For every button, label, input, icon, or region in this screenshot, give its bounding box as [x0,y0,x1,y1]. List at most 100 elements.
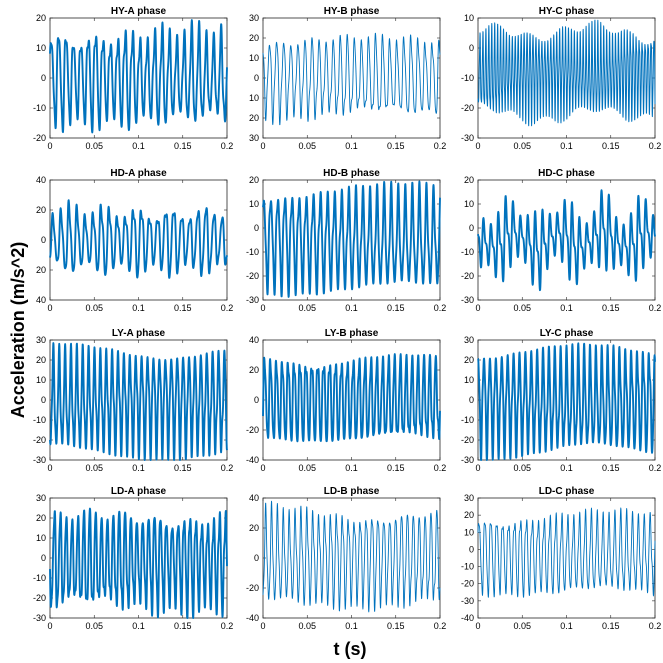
x-tick-label: 0.2 [434,621,447,631]
x-tick-label: 0.1 [345,303,358,313]
y-tick-label: 20 [464,510,474,520]
y-tick-label: 0 [469,395,474,405]
y-tick-label: 20 [36,205,46,215]
y-tick-label: -10 [33,415,46,425]
y-tick-label: 40 [36,175,46,185]
y-tick-label: 10 [36,43,46,53]
x-tick-label: 0.15 [174,621,192,631]
y-tick-label: -20 [33,593,46,603]
y-tick-label: 30 [464,493,474,503]
signal-line [262,180,441,298]
signal-line [49,507,228,619]
x-tick-label: 0.15 [602,463,620,473]
x-tick-label: 0.05 [85,303,103,313]
y-tick-label: 0 [469,544,474,554]
x-tick-label: 0.1 [560,141,573,151]
x-tick-label: 0.15 [602,621,620,631]
x-tick-label: 0 [475,303,480,313]
signal-line [477,19,656,127]
y-tick-label: -20 [461,579,474,589]
x-tick-label: 0 [47,463,52,473]
x-tick-label: 0.2 [221,463,234,473]
x-tick-label: 0.15 [387,463,405,473]
signal-line [477,507,656,598]
y-tick-label: 10 [36,375,46,385]
x-tick-label: 0.15 [174,303,192,313]
y-tick-label: -10 [461,73,474,83]
x-tick-label: 0.2 [221,621,234,631]
signal-line [262,353,441,443]
x-tick-label: 0 [47,141,52,151]
x-tick-label: 0.05 [85,141,103,151]
x-tick-label: 0.15 [174,463,192,473]
y-tick-label: 10 [464,199,474,209]
y-tick-label: -20 [246,583,259,593]
y-tick-label: -20 [246,425,259,435]
panel-title: LY-C phase [540,328,594,339]
y-tick-label: 10 [249,53,259,63]
x-tick-label: 0.1 [132,621,145,631]
panel-title: LD-A phase [111,486,167,497]
y-tick-label: 30 [464,335,474,345]
y-tick-label: -30 [33,613,46,623]
y-tick-label: 40 [249,335,259,345]
panel-title: LY-B phase [325,328,379,339]
x-tick-label: 0.05 [298,463,316,473]
y-tick-label: 20 [249,113,259,123]
y-tick-label: -30 [461,596,474,606]
x-tick-label: 0.05 [298,303,316,313]
y-tick-label: -40 [246,455,259,465]
y-tick-label: -20 [33,435,46,445]
axes-frame [262,17,441,139]
x-tick-label: 0.05 [513,621,531,631]
y-tick-label: 0 [254,73,259,83]
y-tick-label: -10 [246,247,259,257]
y-tick-label: 0 [41,73,46,83]
x-tick-label: 0.05 [85,621,103,631]
x-tick-label: 0.2 [649,141,662,151]
y-tick-label: 30 [249,13,259,23]
y-tick-label: 20 [249,175,259,185]
x-tick-label: 0 [260,621,265,631]
y-tick-label: 0 [41,235,46,245]
x-tick-label: 0.15 [387,303,405,313]
y-tick-label: 10 [464,375,474,385]
x-tick-label: 0.1 [560,463,573,473]
x-tick-label: 0.05 [298,141,316,151]
y-tick-label: 20 [249,365,259,375]
x-tick-label: 0.2 [434,141,447,151]
y-tick-label: -20 [246,271,259,281]
x-tick-label: 0.1 [345,141,358,151]
x-tick-label: 0 [475,621,480,631]
x-tick-label: 0.05 [85,463,103,473]
y-tick-label: -10 [461,247,474,257]
y-tick-label: 40 [249,493,259,503]
x-tick-label: 0.2 [434,303,447,313]
x-tick-label: 0 [260,141,265,151]
signal-line [49,199,228,279]
y-tick-label: 20 [36,513,46,523]
x-tick-label: 0.05 [513,463,531,473]
signal-line [262,500,441,613]
x-tick-label: 0.1 [560,303,573,313]
y-tick-label: -40 [461,613,474,623]
panel-title: HY-B phase [324,6,380,17]
y-tick-label: -20 [461,103,474,113]
y-tick-label: -20 [461,271,474,281]
y-tick-label: 0 [254,553,259,563]
y-tick-label: 10 [249,93,259,103]
x-tick-label: 0 [47,621,52,631]
y-tick-label: 30 [249,133,259,143]
signal-line [477,189,656,292]
x-tick-label: 0.2 [221,303,234,313]
x-tick-label: 0.05 [513,141,531,151]
x-tick-label: 0 [260,303,265,313]
x-tick-label: 0.2 [434,463,447,473]
y-tick-label: -30 [33,455,46,465]
x-tick-label: 0.1 [345,463,358,473]
